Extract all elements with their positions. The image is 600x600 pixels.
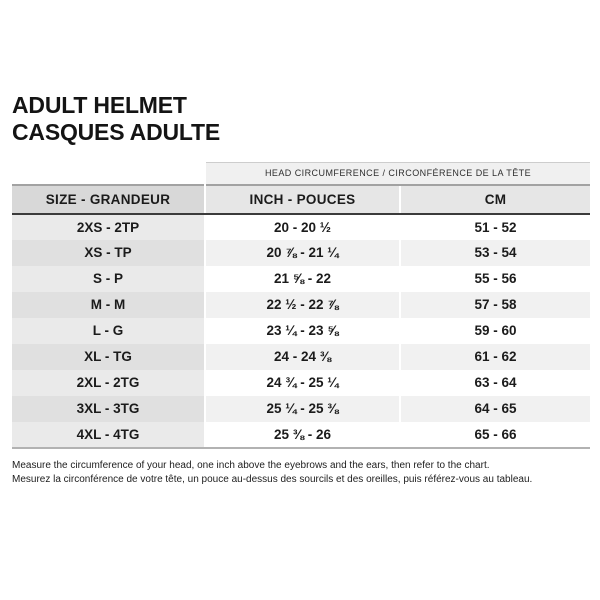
cm-cell: 63 - 64 — [399, 369, 590, 396]
size-cell: M - M — [12, 291, 205, 318]
size-table-body: 2XS - 2TP 20 - 20 ½ 51 - 52 XS - TP 20 ⅞… — [12, 213, 590, 449]
size-cell: S - P — [12, 265, 205, 292]
page-title: ADULT HELMET CASQUES ADULTE — [12, 92, 220, 146]
inch-cell: 25 ⅜ - 26 — [204, 421, 400, 449]
table-row: 4XL - 4TG 25 ⅜ - 26 65 - 66 — [12, 421, 590, 449]
inch-cell: 20 - 20 ½ — [204, 213, 400, 240]
inch-cell: 25 ¼ - 25 ⅜ — [204, 395, 400, 422]
table-row: XL - TG 24 - 24 ⅜ 61 - 62 — [12, 343, 590, 370]
cm-cell: 59 - 60 — [399, 317, 590, 344]
inch-cell: 24 ¾ - 25 ¼ — [204, 369, 400, 396]
group-header-cell: HEAD CIRCUMFERENCE / CIRCONFÉRENCE DE LA… — [204, 162, 590, 185]
inch-cell: 21 ⅝ - 22 — [204, 265, 400, 292]
size-cell: XS - TP — [12, 239, 205, 266]
size-cell: 4XL - 4TG — [12, 421, 205, 449]
cm-cell: 53 - 54 — [399, 239, 590, 266]
size-chart-table: HEAD CIRCUMFERENCE / CIRCONFÉRENCE DE LA… — [12, 162, 590, 449]
note-en: Measure the circumference of your head, … — [12, 460, 490, 471]
page-title-line-fr: CASQUES ADULTE — [12, 119, 221, 145]
cm-cell: 57 - 58 — [399, 291, 590, 318]
group-header-row: HEAD CIRCUMFERENCE / CIRCONFÉRENCE DE LA… — [12, 162, 590, 185]
page-title-line-en: ADULT HELMET — [12, 92, 187, 118]
cm-cell: 65 - 66 — [399, 421, 590, 449]
size-cell: 2XL - 2TG — [12, 369, 205, 396]
cm-cell: 51 - 52 — [399, 213, 590, 240]
table-row: 2XL - 2TG 24 ¾ - 25 ¼ 63 - 64 — [12, 369, 590, 396]
footer-notes: Measure the circumference of your head, … — [12, 459, 588, 486]
table-row: S - P 21 ⅝ - 22 55 - 56 — [12, 265, 590, 292]
corner-spacer — [12, 163, 205, 185]
size-cell: L - G — [12, 317, 205, 344]
table-row: 3XL - 3TG 25 ¼ - 25 ⅜ 64 - 65 — [12, 395, 590, 422]
column-header-row: SIZE - GRANDEUR INCH - POUCES CM — [12, 183, 590, 215]
col-header-inch: INCH - POUCES — [204, 183, 400, 215]
table-row: XS - TP 20 ⅞ - 21 ¼ 53 - 54 — [12, 239, 590, 266]
size-cell: 3XL - 3TG — [12, 395, 205, 422]
table-row: 2XS - 2TP 20 - 20 ½ 51 - 52 — [12, 213, 590, 240]
cm-cell: 55 - 56 — [399, 265, 590, 292]
inch-cell: 23 ¼ - 23 ⅝ — [204, 317, 400, 344]
inch-cell: 22 ½ - 22 ⅞ — [204, 291, 400, 318]
inch-cell: 24 - 24 ⅜ — [204, 343, 400, 370]
cm-cell: 61 - 62 — [399, 343, 590, 370]
table-row: M - M 22 ½ - 22 ⅞ 57 - 58 — [12, 291, 590, 318]
cm-cell: 64 - 65 — [399, 395, 590, 422]
size-cell: XL - TG — [12, 343, 205, 370]
col-header-cm: CM — [399, 183, 590, 215]
table-row: L - G 23 ¼ - 23 ⅝ 59 - 60 — [12, 317, 590, 344]
col-header-size: SIZE - GRANDEUR — [12, 183, 205, 215]
size-cell: 2XS - 2TP — [12, 213, 205, 240]
note-fr: Mesurez la circonférence de votre tête, … — [12, 473, 533, 485]
inch-cell: 20 ⅞ - 21 ¼ — [204, 239, 400, 266]
